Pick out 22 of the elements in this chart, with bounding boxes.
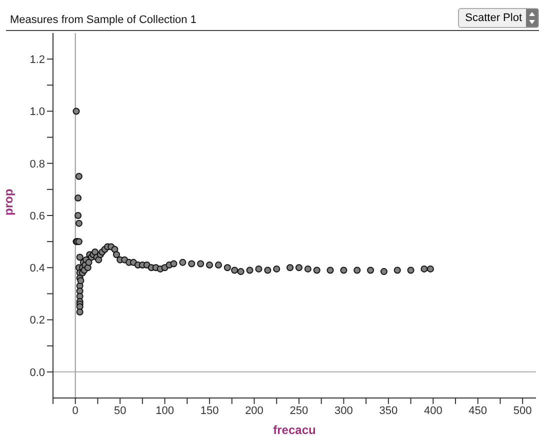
y-tick-label: 1.0 (30, 106, 45, 118)
x-tick-label: 100 (156, 404, 174, 417)
y-tick-label: 0.6 (30, 210, 45, 222)
y-axis-title: prop (1, 188, 16, 216)
x-tick-label: 300 (334, 404, 353, 417)
y-tick-label: 1.2 (30, 54, 45, 66)
x-tick-label: 0 (72, 404, 78, 417)
y-tick-label: 0.2 (30, 314, 45, 327)
y-tick-label: 0.4 (30, 262, 45, 275)
x-axis-title: frecacu (273, 423, 316, 436)
y-tick-label: 0.8 (30, 158, 45, 170)
x-tick-label: 150 (200, 404, 219, 417)
x-tick-label: 450 (468, 404, 488, 417)
x-tick-label: 400 (424, 404, 442, 417)
x-tick-label: 350 (379, 404, 398, 417)
y-tick-label: 0.0 (30, 366, 45, 379)
x-tick-label: 250 (290, 404, 308, 417)
x-tick-label: 50 (114, 404, 126, 417)
x-tick-label: 500 (513, 404, 532, 417)
x-tick-label: 200 (245, 404, 264, 417)
chart-title: Measures from Sample of Collection 1 (10, 14, 196, 26)
dropdown-select: Scatter Plot (458, 8, 539, 28)
